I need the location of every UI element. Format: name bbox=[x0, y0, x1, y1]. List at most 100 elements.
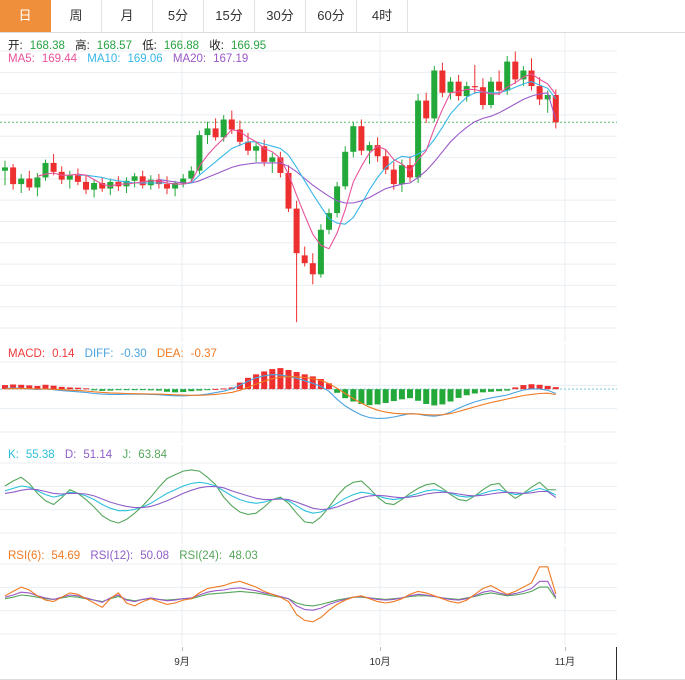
macd-bar bbox=[115, 389, 122, 391]
tab-3[interactable]: 5分 bbox=[153, 0, 204, 32]
candle bbox=[91, 179, 98, 198]
macd-bar bbox=[139, 389, 146, 391]
candle bbox=[204, 121, 211, 145]
indicator-line bbox=[4, 374, 557, 420]
kdj-svg bbox=[0, 445, 617, 544]
candle bbox=[504, 56, 511, 95]
macd-bar bbox=[293, 372, 300, 390]
candle bbox=[455, 74, 462, 101]
macd-bar bbox=[147, 389, 154, 391]
rsi-plot-area[interactable] bbox=[0, 546, 617, 645]
macd-plot-area[interactable] bbox=[0, 344, 617, 443]
tab-6[interactable]: 60分 bbox=[306, 0, 357, 32]
candle bbox=[431, 66, 438, 122]
macd-bar bbox=[415, 389, 422, 401]
ma-line bbox=[158, 92, 557, 204]
candle bbox=[107, 178, 114, 196]
candle bbox=[2, 160, 8, 186]
indicator-line bbox=[4, 376, 556, 416]
candle bbox=[390, 161, 397, 190]
macd-bar bbox=[236, 382, 243, 390]
candle bbox=[172, 180, 179, 197]
macd-bar bbox=[220, 388, 227, 390]
macd-bar bbox=[277, 368, 284, 390]
macd-bar bbox=[447, 389, 454, 402]
candle bbox=[382, 149, 389, 175]
macd-bar bbox=[398, 389, 405, 400]
macd-bar bbox=[504, 389, 511, 391]
tab-0[interactable]: 日 bbox=[0, 0, 51, 32]
candle bbox=[479, 78, 486, 110]
macd-bar bbox=[407, 389, 413, 399]
tab-4[interactable]: 15分 bbox=[204, 0, 255, 32]
date-tick bbox=[182, 647, 183, 651]
tab-5[interactable]: 30分 bbox=[255, 0, 306, 32]
axis-separator bbox=[616, 647, 617, 680]
date-tick bbox=[565, 647, 566, 651]
macd-bar bbox=[10, 384, 17, 390]
macd-bar bbox=[261, 371, 268, 390]
candle bbox=[139, 170, 146, 189]
candle bbox=[18, 174, 25, 194]
indicator-line bbox=[4, 580, 557, 611]
candle bbox=[188, 166, 195, 183]
rsi-svg bbox=[0, 546, 617, 645]
macd-bar bbox=[245, 377, 251, 390]
macd-bar bbox=[66, 387, 73, 390]
macd-bar bbox=[164, 389, 170, 392]
candle bbox=[326, 208, 332, 235]
macd-bar bbox=[2, 385, 8, 390]
candle bbox=[374, 137, 381, 162]
ma-line bbox=[37, 73, 557, 250]
tabbar-filler bbox=[408, 0, 685, 32]
macd-bar bbox=[34, 385, 41, 390]
macd-bar bbox=[58, 386, 65, 390]
candle bbox=[10, 164, 17, 190]
macd-bar bbox=[317, 378, 324, 390]
candle bbox=[285, 165, 292, 212]
candle bbox=[26, 170, 33, 191]
macd-bar bbox=[83, 388, 89, 390]
ma-line bbox=[77, 81, 557, 225]
macd-bar bbox=[496, 389, 503, 392]
macd-bar bbox=[471, 389, 478, 394]
candle bbox=[552, 89, 559, 129]
candle bbox=[439, 62, 446, 98]
candle bbox=[66, 170, 73, 189]
candle bbox=[34, 172, 41, 197]
kdj-plot-area[interactable] bbox=[0, 445, 617, 544]
macd-bar bbox=[26, 385, 33, 390]
candle bbox=[398, 159, 405, 192]
tab-7[interactable]: 4时 bbox=[357, 0, 408, 32]
candle bbox=[415, 93, 422, 183]
macd-bar bbox=[196, 389, 203, 391]
candlestick-svg bbox=[0, 33, 617, 342]
macd-bar bbox=[107, 389, 114, 391]
candle bbox=[358, 119, 365, 156]
macd-bar bbox=[488, 389, 494, 392]
candle bbox=[520, 66, 527, 87]
macd-bar bbox=[390, 389, 397, 402]
macd-bar bbox=[520, 385, 527, 390]
macd-bar bbox=[544, 385, 551, 390]
candle bbox=[536, 77, 543, 106]
macd-bar bbox=[374, 389, 381, 405]
tab-2[interactable]: 月 bbox=[102, 0, 153, 32]
macd-bar bbox=[91, 389, 98, 391]
candle bbox=[253, 141, 260, 162]
candle bbox=[512, 51, 519, 84]
macd-bar bbox=[212, 388, 219, 390]
price-plot-area[interactable] bbox=[0, 33, 617, 342]
macd-bar bbox=[180, 389, 187, 393]
macd-bar bbox=[131, 389, 138, 391]
macd-bar bbox=[123, 389, 130, 391]
macd-bar bbox=[455, 389, 462, 398]
candle bbox=[496, 70, 503, 95]
candle bbox=[180, 174, 187, 188]
candle bbox=[50, 154, 57, 176]
date-label: 10月 bbox=[369, 657, 391, 668]
candle bbox=[293, 200, 300, 323]
tab-1[interactable]: 周 bbox=[51, 0, 102, 32]
macd-bar bbox=[358, 389, 365, 404]
